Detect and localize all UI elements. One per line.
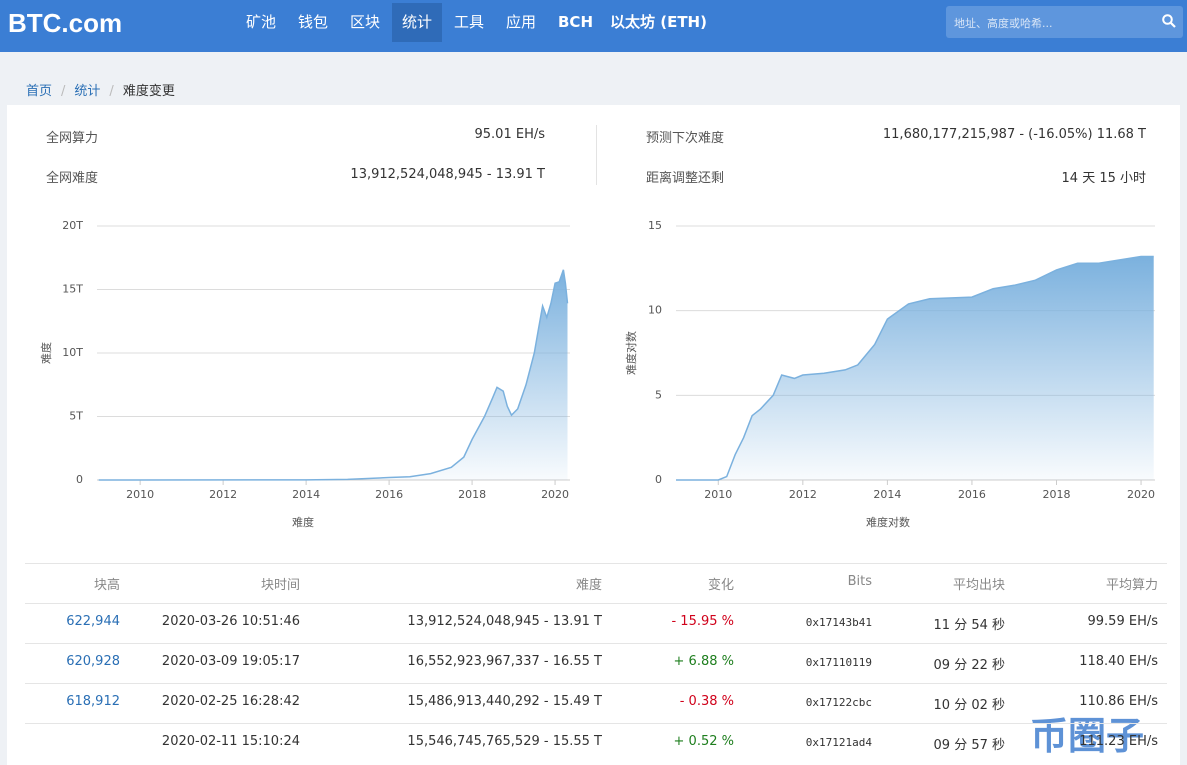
- breadcrumb-item[interactable]: 首页: [26, 84, 53, 99]
- y-tick-label: 5: [655, 388, 662, 401]
- x-tick-label: 2018: [1042, 488, 1070, 501]
- watermark: 币圈子: [1030, 714, 1145, 758]
- table-cell: 2020-03-09 19:05:17: [161, 654, 300, 669]
- y-tick-label: 10T: [62, 346, 83, 359]
- row-divider: [25, 723, 1167, 724]
- nav-item[interactable]: BCH: [558, 13, 593, 31]
- x-tick-label: 2010: [126, 488, 154, 501]
- breadcrumb: 首页 / 统计 / 难度变更: [26, 80, 175, 99]
- x-tick-label: 2014: [292, 488, 320, 501]
- table-cell: 118.40 EH/s: [1079, 654, 1158, 669]
- table-cell: 99.59 EH/s: [1087, 614, 1159, 629]
- area-line: [98, 269, 569, 481]
- summary-label: 距离调整还剩: [646, 171, 725, 186]
- table-cell: 13,912,524,048,945 - 13.91 T: [407, 614, 602, 629]
- nav-item[interactable]: 应用: [506, 13, 537, 31]
- column-header: 块高: [93, 578, 120, 593]
- table-cell: 2020-02-25 16:28:42: [161, 694, 300, 709]
- summary-value: 14 天 15 小时: [1061, 171, 1146, 186]
- nav-item[interactable]: 区块: [350, 13, 381, 31]
- column-header: Bits: [847, 574, 872, 589]
- divider: [596, 125, 597, 185]
- summary-value: 13,912,524,048,945 - 13.91 T: [350, 167, 545, 182]
- y-axis-label: 难度: [39, 342, 53, 364]
- table-cell: 2020-02-11 15:10:24: [161, 734, 300, 749]
- y-axis-label: 难度对数: [624, 331, 638, 375]
- summary-label: 预测下次难度: [646, 131, 725, 146]
- table-cell: 0x17143b41: [805, 616, 872, 629]
- x-tick-label: 2016: [375, 488, 403, 501]
- table-cell: 2020-03-26 10:51:46: [161, 614, 300, 629]
- block-link[interactable]: 618,912: [66, 694, 120, 709]
- table-cell: 0x17122cbc: [805, 696, 872, 709]
- y-tick-label: 0: [76, 473, 83, 486]
- summary-label: 全网算力: [46, 131, 99, 146]
- table-cell: 111.23 EH/s: [1079, 734, 1158, 749]
- nav-item[interactable]: 统计: [392, 3, 443, 42]
- block-link[interactable]: 620,928: [66, 654, 120, 669]
- y-tick-label: 15: [648, 219, 662, 232]
- x-axis-label: 难度对数: [866, 515, 910, 529]
- column-header: 块时间: [260, 578, 300, 593]
- table-cell: + 6.88 %: [673, 654, 734, 669]
- x-tick-label: 2010: [704, 488, 732, 501]
- y-tick-label: 0: [655, 473, 662, 486]
- table-cell: 09 分 57 秒: [933, 738, 1005, 753]
- table-cell: 10 分 02 秒: [933, 698, 1005, 713]
- summary-value: 11,680,177,215,987 - (-16.05%) 11.68 T: [882, 127, 1146, 142]
- column-header: 平均出块: [952, 578, 1005, 593]
- y-tick-label: 5T: [69, 410, 83, 423]
- y-tick-label: 20T: [62, 219, 83, 232]
- table-cell: 0x17121ad4: [805, 736, 872, 749]
- row-divider: [25, 563, 1167, 564]
- separator: /: [109, 84, 114, 99]
- logo[interactable]: BTC.com: [8, 8, 123, 38]
- table-cell: 15,546,745,765,529 - 15.55 T: [407, 734, 602, 749]
- y-tick-label: 15T: [62, 283, 83, 296]
- search-placeholder: 地址、高度或哈希...: [954, 17, 1053, 30]
- area: [676, 256, 1154, 480]
- block-link[interactable]: 622,944: [66, 614, 120, 629]
- area-line: [676, 255, 1154, 481]
- x-axis-label: 难度: [292, 515, 314, 529]
- summary-label: 全网难度: [46, 171, 99, 186]
- nav-item[interactable]: 以太坊 (ETH): [610, 13, 707, 31]
- breadcrumb-item: 难度变更: [122, 84, 175, 99]
- table-cell: 11 分 54 秒: [933, 618, 1005, 633]
- table-cell: - 0.38 %: [679, 694, 734, 709]
- x-tick-label: 2020: [541, 488, 569, 501]
- row-divider: [25, 683, 1167, 684]
- column-header: 平均算力: [1105, 578, 1158, 593]
- x-tick-label: 2018: [458, 488, 486, 501]
- x-tick-label: 2012: [789, 488, 817, 501]
- search-icon[interactable]: [1162, 14, 1176, 28]
- area: [98, 269, 568, 480]
- nav-item[interactable]: 工具: [454, 13, 485, 31]
- row-divider: [25, 643, 1167, 644]
- table-cell: 110.86 EH/s: [1079, 694, 1158, 709]
- table-cell: 15,486,913,440,292 - 15.49 T: [407, 694, 602, 709]
- row-divider: [25, 603, 1167, 604]
- x-tick-label: 2016: [958, 488, 986, 501]
- x-tick-label: 2012: [209, 488, 237, 501]
- y-tick-label: 10: [648, 304, 662, 317]
- column-header: 难度: [575, 578, 602, 593]
- nav-item[interactable]: 钱包: [298, 13, 329, 31]
- x-tick-label: 2020: [1127, 488, 1155, 501]
- separator: /: [61, 84, 66, 99]
- breadcrumb-item[interactable]: 统计: [74, 84, 101, 99]
- search-box[interactable]: 地址、高度或哈希...: [946, 6, 1183, 38]
- x-tick-label: 2014: [873, 488, 901, 501]
- header: BTC.com 地址、高度或哈希...: [0, 0, 1187, 52]
- nav-item[interactable]: 矿池: [246, 13, 277, 31]
- table-cell: 09 分 22 秒: [933, 658, 1005, 673]
- summary-value: 95.01 EH/s: [474, 127, 546, 142]
- table-cell: 0x17110119: [805, 656, 872, 669]
- table-cell: + 0.52 %: [673, 734, 734, 749]
- table-cell: 16,552,923,967,337 - 16.55 T: [407, 654, 602, 669]
- table-cell: - 15.95 %: [671, 614, 734, 629]
- column-header: 变化: [707, 578, 734, 593]
